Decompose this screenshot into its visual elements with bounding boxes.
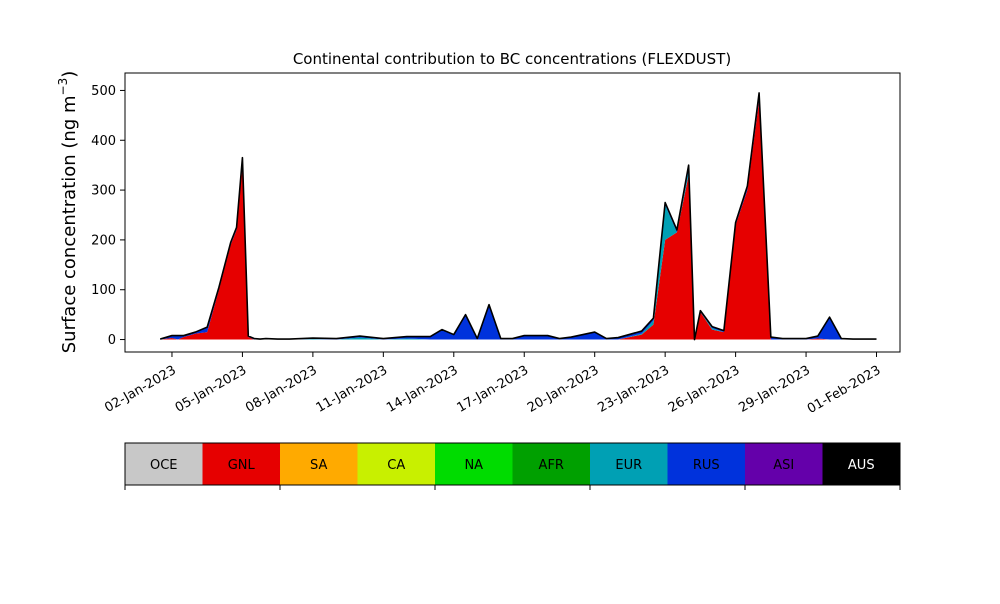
y-tick-label: 200 <box>91 233 116 248</box>
legend-swatch-rus <box>667 443 745 485</box>
legend-swatch-ca <box>357 443 435 485</box>
legend-label-rus: RUS <box>693 458 720 473</box>
total-outline <box>159 92 877 341</box>
x-tick-label: 08-Jan-2023 <box>243 363 320 416</box>
legend-label-na: NA <box>464 458 483 473</box>
x-tick-label: 20-Jan-2023 <box>525 363 602 416</box>
x-tick-label: 05-Jan-2023 <box>173 363 250 416</box>
legend-label-afr: AFR <box>539 458 564 473</box>
legend-label-asi: ASI <box>773 458 794 473</box>
legend-swatch-oce <box>125 443 203 485</box>
legend-swatch-afr <box>512 443 590 485</box>
y-axis-label-superscript: −3 <box>56 78 70 96</box>
area-gnl <box>160 100 877 340</box>
y-tick-label: 500 <box>91 84 116 99</box>
legend-label-sa: SA <box>310 458 327 473</box>
y-tick-label: 300 <box>91 184 116 199</box>
y-axis: 0 100 200 300 400 500 <box>91 84 125 348</box>
x-tick-label: 02-Jan-2023 <box>102 363 179 416</box>
legend-label-ca: CA <box>387 458 405 473</box>
legend-swatch-asi <box>745 443 823 485</box>
y-tick-label: 400 <box>91 134 116 149</box>
x-tick-label: 14-Jan-2023 <box>384 363 461 416</box>
stacked-areas <box>160 92 877 340</box>
legend-label-oce: OCE <box>150 458 178 473</box>
x-tick-label: 29-Jan-2023 <box>736 363 813 416</box>
legend-swatch-gnl <box>202 443 280 485</box>
legend-swatch-aus <box>822 443 900 485</box>
legend-label-eur: EUR <box>615 458 642 473</box>
region-legend: OCE GNL SA CA NA AFR EUR RUS ASI AUS <box>124 442 901 490</box>
legend-frame <box>124 442 901 486</box>
y-tick-label: 100 <box>91 283 116 298</box>
legend-swatch-sa <box>280 443 358 485</box>
x-tick-label: 17-Jan-2023 <box>455 363 532 416</box>
legend-label-gnl: GNL <box>228 458 256 473</box>
y-tick-label: 0 <box>108 333 116 348</box>
x-axis: 02-Jan-202305-Jan-202308-Jan-202311-Jan-… <box>102 352 883 417</box>
x-tick-label: 11-Jan-2023 <box>314 363 391 416</box>
legend-swatch-eur <box>590 443 668 485</box>
x-tick-label: 01-Feb-2023 <box>805 363 884 417</box>
x-tick-label: 26-Jan-2023 <box>666 363 743 416</box>
x-tick-label: 23-Jan-2023 <box>595 363 672 416</box>
legend-swatch-na <box>435 443 513 485</box>
y-axis-label: Surface concentration (ng m−3) <box>56 71 80 354</box>
plot-frame <box>124 72 901 353</box>
legend-label-aus: AUS <box>848 458 875 473</box>
chart-title: Continental contribution to BC concentra… <box>293 50 731 68</box>
